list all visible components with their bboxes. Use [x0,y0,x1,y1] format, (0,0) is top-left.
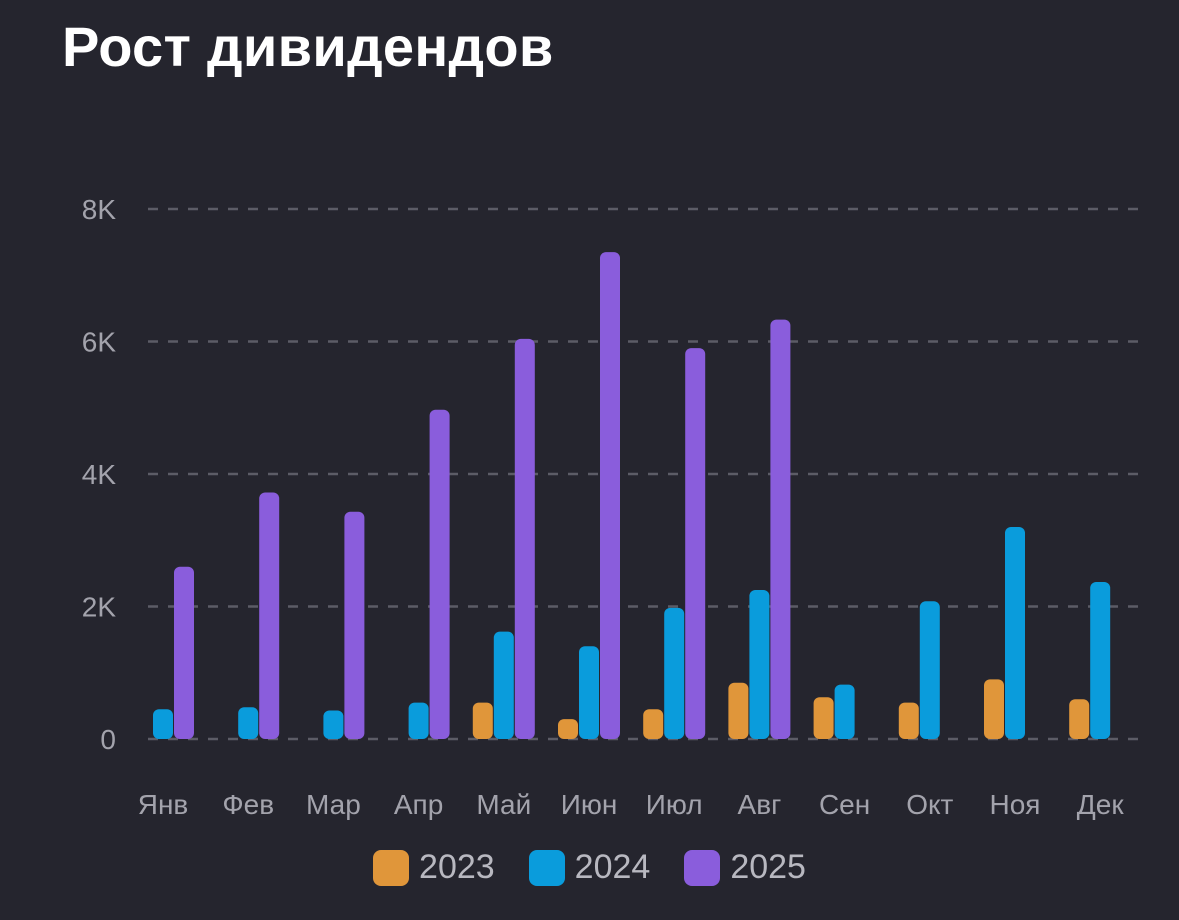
x-tick-label: Янв [138,789,189,820]
legend-item-2024[interactable]: 2024 [528,848,651,887]
bar-2025-7 [770,319,791,739]
bar-2024-4 [493,631,514,739]
legend-swatch [528,849,565,886]
chart-title: Рост дивидендов [62,15,554,78]
bar-2023-5 [558,719,578,739]
x-tick-label: Авг [738,789,782,820]
y-tick-label: 4K [82,459,117,490]
bar-2023-11 [1069,699,1090,739]
legend-swatch [684,849,721,886]
bar-2023-8 [813,697,834,739]
bar-2024-2 [323,710,344,739]
bar-2024-6 [664,607,685,739]
bar-2024-3 [408,702,429,739]
legend-label: 2024 [574,848,651,886]
grid-lines [148,207,1142,741]
y-axis-ticks: 0 2K 4K 6K 8K [82,194,117,755]
y-tick-label: 8K [82,194,117,225]
x-tick-label: Май [476,789,531,820]
bar-2025-3 [429,409,450,739]
bar-2025-5 [600,252,620,739]
bar-2025-1 [259,492,280,739]
bar-2024-5 [579,646,599,739]
legend-label: 2023 [419,848,495,886]
legend-swatch [373,849,410,886]
x-tick-label: Апр [394,789,443,820]
bar-2023-7 [728,682,749,739]
x-tick-label: Окт [906,789,953,820]
x-tick-label: Сен [819,789,870,820]
bar-2024-8 [834,684,855,739]
legend-item-2023[interactable]: 2023 [373,848,495,887]
x-axis-ticks: Янв Фев Мар Апр Май Июн Июл Авг Сен Окт Ноя Дек [138,789,1125,820]
y-tick-label: 2K [82,592,117,623]
bar-2024-9 [919,601,940,739]
bars [153,252,1111,739]
x-tick-label: Ноя [990,789,1041,820]
bar-2024-10 [1005,527,1025,739]
bar-2023-6 [643,709,664,739]
x-tick-label: Фев [222,789,274,820]
bar-2025-0 [174,566,194,739]
x-tick-label: Июн [561,789,618,820]
legend: 2023 2024 2025 [0,848,1179,887]
bar-2023-4 [472,702,493,739]
bar-2025-6 [685,348,706,739]
x-tick-label: Дек [1077,789,1125,820]
bar-2024-0 [153,709,173,739]
bar-2024-7 [749,589,770,739]
bar-2023-10 [984,679,1004,739]
legend-label: 2025 [730,848,806,886]
bar-2024-11 [1090,581,1111,739]
bar-2025-4 [514,338,535,739]
y-tick-label: 6K [82,327,117,358]
bar-2023-9 [898,702,919,739]
bar-2025-2 [344,511,365,739]
x-tick-label: Мар [306,789,361,820]
legend-item-2025[interactable]: 2025 [684,848,806,887]
bar-2024-1 [238,707,259,739]
x-tick-label: Июл [646,789,703,820]
y-tick-label: 0 [100,724,116,755]
